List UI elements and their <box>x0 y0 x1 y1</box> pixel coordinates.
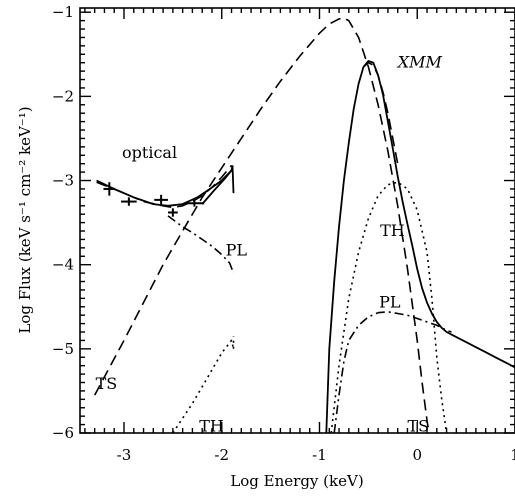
y-tick-label: −4 <box>52 256 74 274</box>
data-point-1 <box>121 197 137 206</box>
x-tick-label: 0 <box>412 446 422 464</box>
axis-ticks <box>80 8 515 434</box>
y-tick-label: −6 <box>52 424 74 442</box>
x-axis-label: Log Energy (keV) <box>230 472 363 490</box>
x-tick-label: 1 <box>510 446 515 464</box>
annotations: optical PL TH PL TS TH TS XMM <box>96 53 443 436</box>
solid-curve-3 <box>325 60 515 434</box>
data-point-2 <box>154 194 168 205</box>
dashed-curve-4 <box>93 17 430 434</box>
dashdot-curve-12 <box>333 310 452 434</box>
x-tick-label: -1 <box>312 446 327 464</box>
y-tick-label: −1 <box>52 3 74 21</box>
error-bars <box>103 182 205 217</box>
annotation-th-2: TH <box>380 221 405 240</box>
dashdot-curve-10 <box>167 215 235 274</box>
plot-frame <box>79 7 515 434</box>
y-tick-label: −3 <box>52 172 74 190</box>
dashed-curve-6 <box>362 61 399 164</box>
dashed-curve-5 <box>96 164 233 209</box>
dotted-curve-9 <box>330 181 448 434</box>
data-point-3 <box>167 208 178 217</box>
annotation-pl-1: PL <box>226 240 248 259</box>
annotation-xmm-7: XMM <box>396 53 443 72</box>
annotation-pl-3: PL <box>379 293 401 312</box>
x-tick-label: -3 <box>117 446 132 464</box>
y-axis-label: Log Flux (keV s⁻¹ cm⁻² keV⁻¹) <box>16 106 34 333</box>
data-point-4 <box>184 199 205 207</box>
annotation-optical-0: optical <box>122 143 177 162</box>
annotation-th-5: TH <box>199 416 224 435</box>
dotted-curve-7 <box>172 339 235 434</box>
solid-curve-1 <box>201 165 234 205</box>
annotation-ts-6: TS <box>407 416 429 435</box>
annotation-ts-4: TS <box>96 374 118 393</box>
y-tick-label: −2 <box>52 87 74 105</box>
solid-curve-0 <box>96 169 233 207</box>
curves <box>93 17 515 434</box>
tick-labels: -3 -2 -1 0 1 −6 −5 −4 −3 −2 −1 <box>52 3 515 464</box>
y-tick-label: −5 <box>52 340 74 358</box>
x-tick-label: -2 <box>214 446 229 464</box>
solid-curve-2 <box>231 165 235 194</box>
data-point-0 <box>103 182 116 196</box>
